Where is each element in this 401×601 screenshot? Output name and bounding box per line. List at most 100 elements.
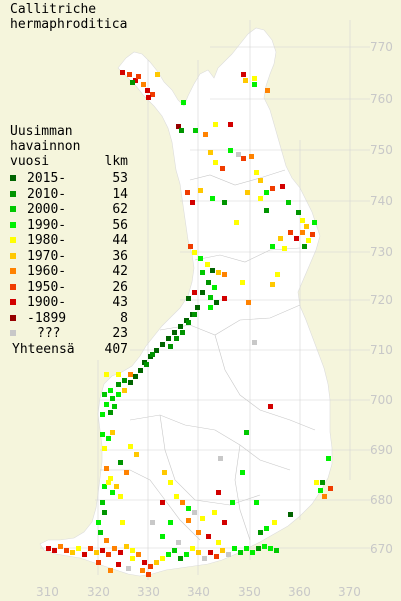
observation-square — [306, 238, 311, 243]
legend-row: 2000- 62 — [10, 202, 128, 218]
legend-count: 8 — [120, 310, 128, 326]
observation-square — [243, 78, 248, 83]
x-tick-label: 370 — [338, 585, 361, 599]
x-tick-label: 360 — [288, 585, 311, 599]
legend-row: 1970- 36 — [10, 249, 128, 265]
legend-swatch — [10, 268, 16, 274]
legend-count-header: lkm — [104, 154, 128, 169]
observation-square — [102, 392, 107, 397]
observation-square — [172, 330, 177, 335]
observation-square — [196, 550, 201, 555]
observation-square — [304, 224, 309, 229]
observation-square — [208, 550, 213, 555]
x-tick-label: 340 — [187, 585, 210, 599]
observation-square — [186, 320, 191, 325]
observation-square — [280, 184, 285, 189]
observation-square — [154, 348, 159, 353]
legend-count: 36 — [112, 248, 128, 264]
observation-square — [214, 554, 219, 559]
observation-square — [106, 480, 111, 485]
observation-square — [300, 218, 305, 223]
legend-swatch — [10, 283, 16, 290]
observation-square — [106, 436, 111, 441]
observation-square — [154, 560, 159, 565]
observation-square — [184, 552, 189, 557]
observation-square — [322, 494, 327, 499]
observation-square — [108, 410, 113, 415]
y-tick-label: 760 — [370, 92, 393, 106]
observation-square — [208, 305, 213, 310]
observation-square — [268, 404, 273, 409]
observation-square — [214, 300, 219, 305]
finland-landmass — [39, 27, 333, 577]
observation-square — [102, 510, 107, 515]
legend: 2015- 53 2010- 14 2000- 62 1990- 56 1980- 44 1970-… — [10, 171, 128, 357]
observation-square — [181, 100, 186, 105]
observation-square — [160, 534, 165, 539]
legend-label: 2000- — [27, 202, 67, 217]
legend-row: 1900- 43 — [10, 295, 128, 311]
observation-square — [100, 412, 105, 417]
legend-row: 1950- 26 — [10, 280, 128, 296]
map-grid — [40, 20, 370, 580]
legend-label: 1960- — [27, 264, 67, 279]
observation-square — [96, 520, 101, 525]
observation-square — [122, 388, 127, 393]
observation-square — [238, 550, 243, 555]
observation-square — [124, 544, 129, 549]
legend-swatch — [10, 299, 16, 305]
observation-square — [104, 372, 109, 377]
observation-square — [265, 88, 270, 93]
y-tick-label: 710 — [370, 343, 393, 357]
observation-square — [210, 268, 215, 273]
observation-square — [258, 530, 263, 535]
observation-square — [249, 154, 254, 159]
legend-heading-line: Uusimman — [10, 124, 73, 139]
legend-heading-line: vuosi — [10, 154, 50, 169]
observation-square — [82, 552, 87, 557]
observation-square — [286, 200, 291, 205]
x-tick-label: 350 — [238, 585, 261, 599]
observation-square — [104, 466, 109, 471]
observation-square — [270, 186, 275, 191]
observation-square — [134, 452, 139, 457]
observation-square — [128, 444, 133, 449]
legend-total-label: Yhteensä — [12, 341, 75, 357]
observation-square — [198, 256, 203, 261]
observation-square — [52, 548, 57, 553]
observation-square — [272, 520, 277, 525]
observation-square — [264, 208, 269, 213]
legend-label: -1899 — [27, 310, 67, 326]
observation-square — [236, 152, 241, 157]
observation-square — [150, 352, 155, 357]
observation-square — [133, 78, 138, 83]
observation-square — [64, 548, 69, 553]
observation-square — [328, 486, 333, 491]
observation-square — [190, 546, 195, 551]
observation-square — [102, 484, 107, 489]
observation-square — [300, 230, 305, 235]
observation-square — [116, 372, 121, 377]
observation-square — [160, 556, 165, 561]
observation-square — [186, 506, 191, 511]
observation-square — [234, 220, 239, 225]
observation-square — [208, 150, 213, 155]
legend-label: ??? — [37, 326, 61, 341]
observation-square — [126, 566, 131, 571]
observation-square — [133, 374, 138, 379]
observation-square — [114, 484, 119, 489]
legend-label: 2010- — [27, 186, 67, 202]
observation-square — [110, 430, 115, 435]
observation-square — [326, 456, 331, 461]
observation-square — [275, 272, 280, 277]
observation-square — [288, 230, 293, 235]
legend-count: 53 — [112, 171, 128, 186]
observation-square — [178, 324, 183, 329]
observation-square — [100, 432, 105, 437]
observation-square — [296, 210, 301, 215]
observation-square — [203, 132, 208, 137]
legend-row: ??? 23 — [10, 326, 128, 342]
observation-square — [124, 470, 129, 475]
observation-square — [228, 148, 233, 153]
observation-square — [186, 296, 191, 301]
